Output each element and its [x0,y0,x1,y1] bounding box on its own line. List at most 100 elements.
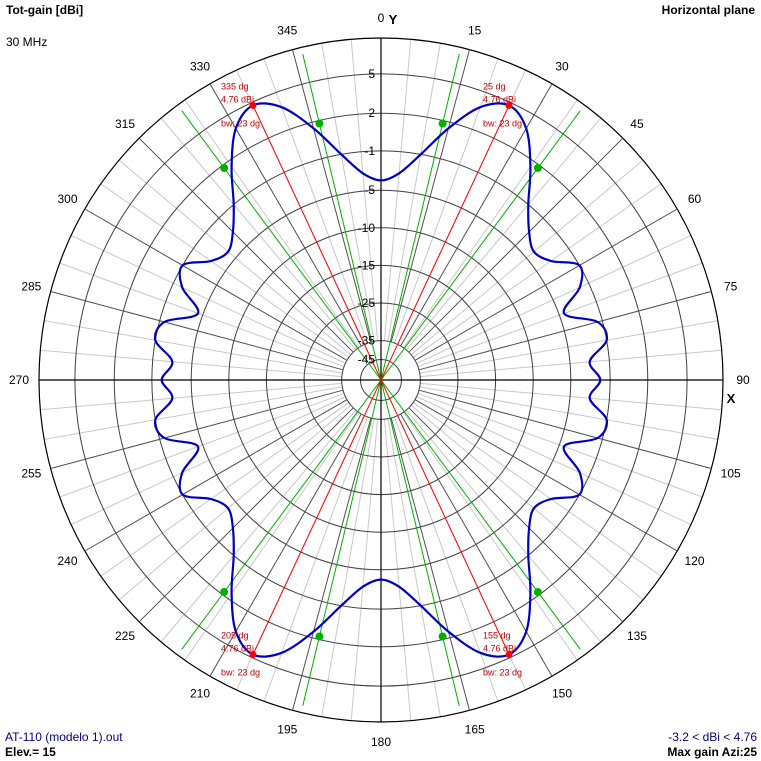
minor-spoke [59,392,345,498]
tick-labels: Y X 0 15 30 45 60 75 90 105 120 135 150 165 180 195 210 2… [9,11,750,749]
spoke [408,137,624,353]
minor-spoke [403,99,578,349]
spoke [292,49,372,343]
radiation-pattern-series [153,102,609,658]
max-gain-point [505,101,513,109]
radial-tick-label: -10 [358,221,376,235]
beamwidth-point [438,632,447,641]
max-gain-value-label: 4.76 dBi [483,94,516,104]
minor-spoke [160,117,357,351]
beamwidth-line [181,379,382,650]
angle-tick-label: 300 [57,192,77,206]
angle-tick-label: 330 [190,59,210,73]
radial-tick-label: -1 [364,144,375,158]
minor-spoke [100,183,350,358]
max-gain-angle-label: 25 dg [483,81,506,91]
max-gain-angle-label: 335 dg [221,81,249,91]
spoke [138,407,354,623]
minor-spoke [40,349,342,378]
x-axis-label: X [727,391,736,406]
pattern-markers [220,101,542,659]
beamwidth-point [438,119,447,128]
minor-spoke [405,409,602,643]
radial-tick-label: -35 [358,334,376,348]
minor-spoke [419,386,718,440]
beamwidth-line [380,379,460,707]
spoke [50,291,344,371]
minor-spoke [263,58,369,344]
beamwidth-point [220,588,229,597]
beamwidth-point [220,163,229,172]
angle-tick-label: 210 [190,687,210,701]
elevation-label: Elev.= 15 [5,745,56,759]
spoke [418,291,712,371]
plane-label: Horizontal plane [661,3,755,17]
minor-spoke [410,159,644,356]
max-gain-angle-label: 155 dg [483,631,511,641]
angle-tick-label: 75 [724,279,738,293]
beamwidth-line [380,53,460,381]
y-axis-label: Y [389,12,398,27]
minor-spoke [118,159,352,356]
minor-spoke [70,396,346,525]
minor-spoke [44,386,343,440]
angle-tick-label: 60 [688,192,702,206]
angle-tick-label: 30 [555,59,569,73]
angle-tick-label: 150 [552,687,572,701]
spoke [292,417,372,711]
max-gain-point [249,651,257,659]
minor-spoke [387,43,441,342]
minor-spoke [410,404,644,601]
minor-spoke [184,411,359,661]
minor-spoke [160,409,357,643]
beamwidth-label: bw: 23 dg [483,668,522,678]
radial-tick-label: 2 [368,106,375,120]
spoke [138,137,354,353]
beamwidth-point [315,119,324,128]
spoke [390,417,470,711]
minor-spoke [383,39,412,341]
minor-spoke [44,320,343,374]
angle-tick-label: 120 [684,554,704,568]
minor-spoke [40,382,342,411]
beamwidth-line [181,110,382,381]
angle-tick-label: 225 [115,629,135,643]
spoke [414,208,678,361]
beamwidth-label: bw: 23 dg [221,118,260,128]
max-gain-value-label: 4.76 dBi [221,94,254,104]
file-name-label: AT-110 (modelo 1).out [5,730,123,744]
max-gain-point [249,101,257,109]
minor-spoke [420,382,722,411]
max-gain-point [505,651,513,659]
max-gain-azimuth-label: Max gain Azi:25 [667,745,757,759]
angle-tick-label: 315 [115,117,135,131]
minor-spoke [383,419,412,721]
minor-spoke [59,262,345,368]
minor-spoke [321,418,375,717]
beamwidth-label: bw: 23 dg [221,668,260,678]
minor-spoke [263,416,369,702]
minor-spoke [417,262,703,368]
minor-spoke [405,117,602,351]
minor-spoke [70,235,346,364]
radial-tick-label: -25 [358,296,376,310]
minor-spoke [412,183,662,358]
angle-tick-label: 345 [277,23,297,37]
minor-spoke [387,418,441,717]
angle-tick-label: 105 [721,467,741,481]
minor-spoke [393,416,499,702]
radial-tick-label: 5 [368,67,375,81]
minor-spoke [419,320,718,374]
minor-spoke [100,402,350,577]
max-gain-angle-label: 205 dg [221,631,249,641]
angle-tick-label: 270 [9,373,29,387]
beamwidth-point [533,163,542,172]
angle-tick-label: 240 [57,554,77,568]
max-gain-line [252,105,382,381]
angle-tick-label: 165 [465,723,485,737]
max-gain-line [380,379,510,655]
chart-title: Tot-gain [dBi] [6,3,84,17]
spoke [50,389,344,469]
radial-tick-label: -15 [358,258,376,272]
max-gain-lines [252,105,510,655]
